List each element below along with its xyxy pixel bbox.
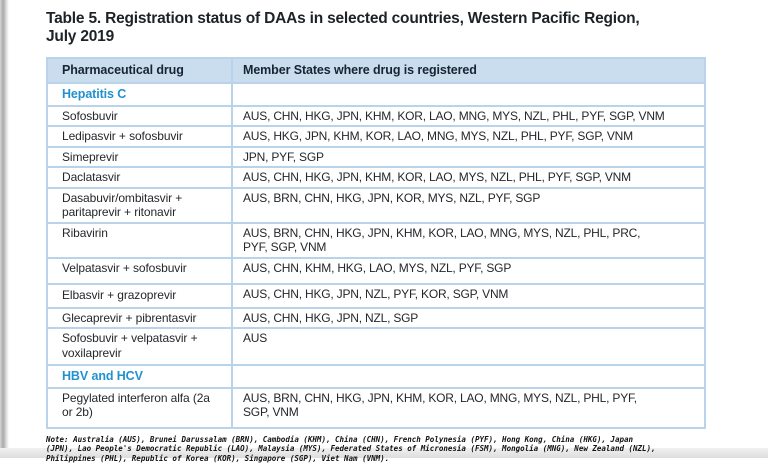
table-body: Hepatitis C Sofosbuvir AUS, CHN, HKG, JP… <box>46 82 706 429</box>
section-row: HBV and HCV <box>46 364 706 389</box>
member-states-cell: AUS, CHN, HKG, JPN, KHM, KOR, LAO, MNG, … <box>231 104 706 127</box>
member-states-cell: AUS, CHN, KHM, HKG, LAO, MYS, NZL, PYF, … <box>231 256 706 285</box>
member-states-cell: AUS <box>231 327 706 366</box>
registration-table: Pharmaceutical drug Member States where … <box>46 57 706 429</box>
member-states-cell: AUS, BRN, CHN, HKG, JPN, KOR, MYS, NZL, … <box>231 186 706 224</box>
section-row: Hepatitis C <box>46 82 706 107</box>
member-states-cell <box>231 364 706 389</box>
member-states-cell: JPN, PYF, SGP <box>231 145 706 168</box>
document-content: Table 5. Registration status of DAAs in … <box>46 10 726 464</box>
table-row: Pegylated interferon alfa (2a or 2b) AUS… <box>46 386 706 429</box>
table-row: Daclatasvir AUS, CHN, HKG, JPN, KHM, KOR… <box>46 166 706 189</box>
footnote: Note: Australia (AUS), Brunei Darussalam… <box>46 435 726 464</box>
drug-name-cell: Sofosbuvir + velpatasvir + voxilaprevir <box>46 327 233 366</box>
table-row: Glecaprevir + pibrentasvir AUS, CHN, HKG… <box>46 306 706 329</box>
table-row: Velpatasvir + sofosbuvir AUS, CHN, KHM, … <box>46 256 706 285</box>
table-row: Sofosbuvir AUS, CHN, HKG, JPN, KHM, KOR,… <box>46 104 706 127</box>
footnote-line: Philippines (PHL), Republic of Korea (KO… <box>46 453 390 463</box>
drug-name-cell: HBV and HCV <box>46 364 233 389</box>
member-states-cell: AUS, CHN, HKG, JPN, NZL, PYF, KOR, SGP, … <box>231 283 706 309</box>
drug-name-cell: Sofosbuvir <box>46 104 233 127</box>
drug-name-cell: Hepatitis C <box>46 82 233 107</box>
table-row: Simeprevir JPN, PYF, SGP <box>46 145 706 168</box>
table-title-line2: July 2019 <box>46 27 115 45</box>
table-row: Elbasvir + grazoprevir AUS, CHN, HKG, JP… <box>46 283 706 309</box>
table-row: Sofosbuvir + velpatasvir + voxilaprevir … <box>46 327 706 366</box>
footnote-line: Note: Australia (AUS), Brunei Darussalam… <box>46 434 633 444</box>
member-states-cell: AUS, CHN, HKG, JPN, NZL, SGP <box>231 306 706 329</box>
table-title-line1: Table 5. Registration status of DAAs in … <box>46 10 640 27</box>
table-title: Table 5. Registration status of DAAs in … <box>46 10 726 45</box>
member-states-cell <box>231 82 706 107</box>
drug-name-cell: Velpatasvir + sofosbuvir <box>46 256 233 285</box>
page-edge-bottom <box>0 448 768 458</box>
drug-name-cell: Daclatasvir <box>46 166 233 189</box>
footnote-line: (JPN), Lao People's Democratic Republic … <box>46 444 656 454</box>
page-edge-left <box>0 0 9 458</box>
drug-name-cell: Glecaprevir + pibrentasvir <box>46 306 233 329</box>
drug-name-cell: Ribavirin <box>46 221 233 259</box>
drug-name-cell: Dasabuvir/ombitasvir + paritaprevir + ri… <box>46 186 233 224</box>
header-pharmaceutical-drug: Pharmaceutical drug <box>46 57 233 84</box>
table-row: Dasabuvir/ombitasvir + paritaprevir + ri… <box>46 186 706 224</box>
member-states-cell: AUS, HKG, JPN, KHM, KOR, LAO, MNG, MYS, … <box>231 125 706 148</box>
table-row: Ledipasvir + sofosbuvir AUS, HKG, JPN, K… <box>46 125 706 148</box>
drug-name-cell: Elbasvir + grazoprevir <box>46 283 233 309</box>
drug-name-cell: Simeprevir <box>46 145 233 168</box>
member-states-cell: AUS, CHN, HKG, JPN, KHM, KOR, LAO, MYS, … <box>231 166 706 189</box>
drug-name-cell: Pegylated interferon alfa (2a or 2b) <box>46 386 233 429</box>
member-states-cell: AUS, BRN, CHN, HKG, JPN, KHM, KOR, LAO, … <box>231 386 706 429</box>
header-member-states: Member States where drug is registered <box>231 57 706 84</box>
table-header-row: Pharmaceutical drug Member States where … <box>46 57 706 84</box>
table-row: Ribavirin AUS, BRN, CHN, HKG, JPN, KHM, … <box>46 221 706 259</box>
member-states-cell: AUS, BRN, CHN, HKG, JPN, KHM, KOR, LAO, … <box>231 221 706 259</box>
drug-name-cell: Ledipasvir + sofosbuvir <box>46 125 233 148</box>
